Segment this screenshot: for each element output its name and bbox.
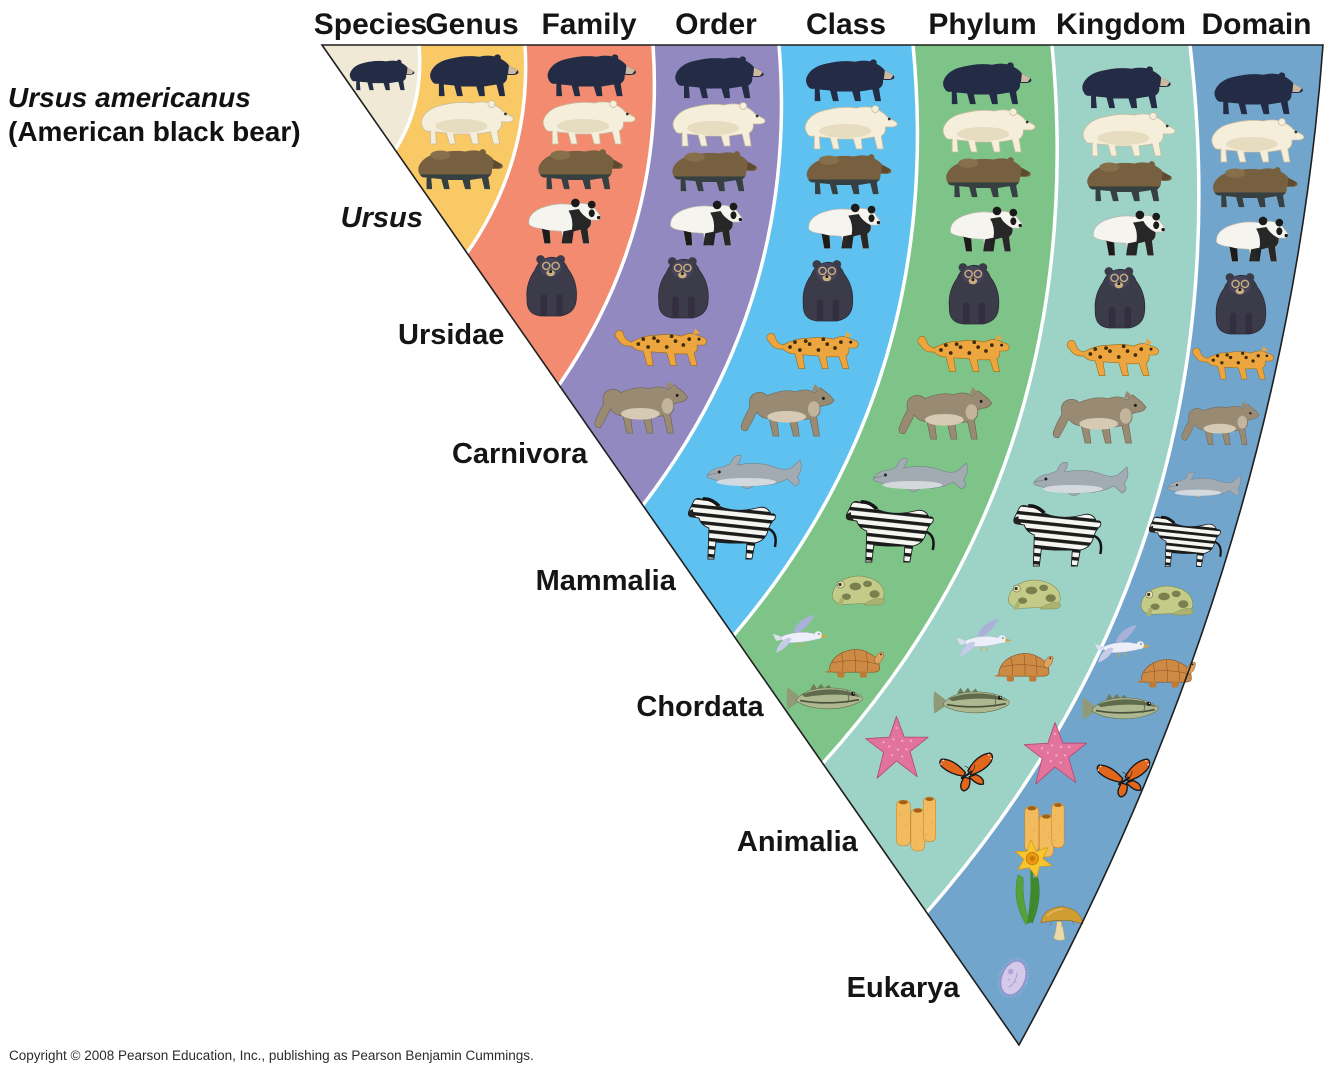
subject-species-label: Ursus americanus <box>8 82 251 113</box>
taxon-label-domain: Eukarya <box>847 972 961 1004</box>
separator-phylum <box>732 44 920 637</box>
separator-domain <box>925 44 1201 914</box>
separator-class <box>641 44 784 507</box>
taxon-label-family: Ursidae <box>398 319 504 351</box>
copyright-footer: Copyright © 2008 Pearson Education, Inc.… <box>9 1048 534 1063</box>
taxon-label-order: Carnivora <box>452 438 588 470</box>
separator-kingdom <box>821 44 1059 765</box>
band-kingdom <box>823 45 1199 912</box>
separator-order <box>557 44 657 386</box>
taxon-label-class: Mammalia <box>536 565 677 597</box>
column-header-kingdom: Kingdom <box>1056 8 1186 41</box>
separator-genus <box>393 44 422 151</box>
taxon-label-genus: Ursus <box>341 202 423 234</box>
column-header-genus: Genus <box>425 8 518 41</box>
column-header-family: Family <box>541 8 636 41</box>
taxon-label-kingdom: Animalia <box>737 826 859 858</box>
funnel-outline <box>320 44 1324 1047</box>
band-class <box>643 45 918 635</box>
column-header-phylum: Phylum <box>928 8 1036 41</box>
column-header-class: Class <box>806 8 886 41</box>
taxon-label-phylum: Chordata <box>636 691 764 723</box>
column-header-order: Order <box>675 8 757 41</box>
separator-family <box>465 44 528 255</box>
band-genus <box>395 45 526 253</box>
column-header-domain: Domain <box>1201 8 1311 41</box>
band-separators <box>393 44 1201 914</box>
taxon-labels: Ursus Ursidae Carnivora Mammalia Chordata Ani… <box>341 202 961 1004</box>
column-header-species: Species <box>314 8 427 41</box>
subject-common-name-label: (American black bear) <box>8 116 301 147</box>
